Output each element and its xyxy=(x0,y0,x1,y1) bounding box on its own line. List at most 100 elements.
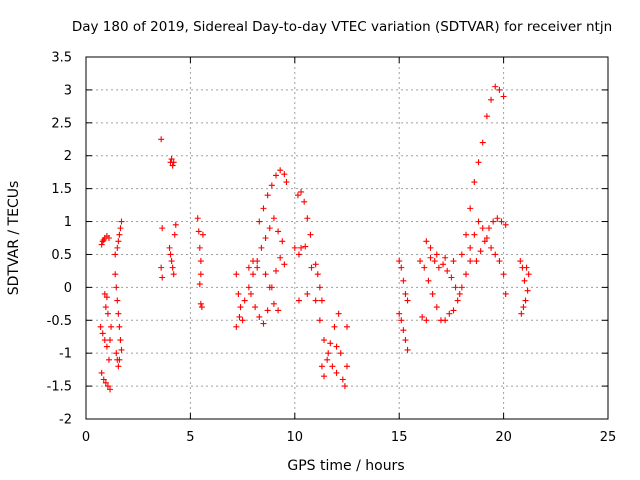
data-point xyxy=(525,271,532,278)
data-point xyxy=(252,304,259,311)
data-point xyxy=(158,136,165,143)
data-point xyxy=(431,258,438,265)
data-point xyxy=(400,327,407,334)
data-point xyxy=(112,251,119,258)
data-point xyxy=(169,264,176,271)
data-point xyxy=(239,317,246,324)
data-point xyxy=(442,254,449,261)
data-point xyxy=(262,271,269,278)
data-point xyxy=(295,297,302,304)
data-point xyxy=(337,350,344,357)
data-point xyxy=(99,238,106,245)
data-point xyxy=(275,307,282,314)
data-point xyxy=(496,258,503,265)
y-tick-label: 2.5 xyxy=(51,116,72,131)
data-point xyxy=(456,290,463,297)
data-point xyxy=(398,264,405,271)
data-point xyxy=(277,254,284,261)
data-point xyxy=(481,238,488,245)
data-point xyxy=(454,297,461,304)
data-point xyxy=(298,244,305,251)
data-point xyxy=(301,198,308,205)
y-tick-label: 3.5 xyxy=(51,51,72,66)
data-point xyxy=(479,225,486,232)
data-point xyxy=(312,261,319,268)
y-tick-label: 3 xyxy=(64,83,72,98)
data-point xyxy=(114,297,121,304)
data-point xyxy=(235,290,242,297)
data-point xyxy=(427,244,434,251)
data-point xyxy=(168,156,175,163)
data-point xyxy=(335,310,342,317)
data-point xyxy=(312,297,319,304)
data-point xyxy=(283,179,290,186)
data-point xyxy=(318,363,325,370)
data-point xyxy=(103,294,110,301)
data-point xyxy=(100,376,107,383)
data-point xyxy=(98,241,105,248)
data-point xyxy=(421,264,428,271)
data-point xyxy=(170,271,177,278)
data-point xyxy=(417,258,424,265)
data-point xyxy=(344,323,350,330)
data-point xyxy=(270,300,277,307)
data-point xyxy=(452,284,459,291)
data-point xyxy=(256,218,263,225)
data-point xyxy=(199,231,206,238)
data-point xyxy=(325,350,332,357)
y-tick-label: 0.5 xyxy=(51,248,72,263)
data-point xyxy=(291,244,298,251)
data-point xyxy=(483,235,490,241)
data-point xyxy=(402,337,409,344)
data-point xyxy=(104,310,111,317)
data-point xyxy=(427,254,434,261)
data-point xyxy=(104,383,111,390)
x-tick-label: 25 xyxy=(600,430,617,445)
data-point xyxy=(281,171,288,178)
data-point xyxy=(273,267,280,274)
data-point xyxy=(197,258,204,265)
data-point xyxy=(250,271,257,278)
data-point xyxy=(517,258,524,265)
data-points xyxy=(97,83,532,393)
y-tick-label: 1 xyxy=(64,215,72,230)
data-point xyxy=(442,317,449,324)
data-point xyxy=(475,159,482,166)
data-point xyxy=(254,264,261,271)
data-point xyxy=(494,215,501,222)
y-tick-label: 0 xyxy=(64,281,72,296)
y-tick-label: -0.5 xyxy=(47,314,72,329)
data-point xyxy=(396,258,403,265)
data-point xyxy=(115,310,122,317)
data-point xyxy=(273,172,280,179)
data-point xyxy=(166,244,173,251)
data-point xyxy=(396,310,403,317)
data-point xyxy=(316,284,323,291)
data-point xyxy=(101,337,108,344)
data-point xyxy=(112,271,119,278)
data-point xyxy=(400,277,407,284)
data-point xyxy=(479,139,486,146)
data-point xyxy=(440,261,447,268)
data-point xyxy=(198,304,205,311)
x-tick-label: 5 xyxy=(186,430,194,445)
data-point xyxy=(333,343,340,350)
data-point xyxy=(116,231,123,238)
x-tick-label: 20 xyxy=(495,430,512,445)
data-point xyxy=(502,290,509,297)
data-point xyxy=(117,337,124,344)
data-point xyxy=(245,284,252,291)
data-point xyxy=(321,337,328,344)
data-point xyxy=(233,323,240,330)
data-point xyxy=(498,218,505,225)
data-point xyxy=(433,304,440,311)
data-point xyxy=(247,290,254,297)
data-point xyxy=(318,297,325,304)
data-point xyxy=(196,281,203,288)
data-point xyxy=(492,83,499,90)
data-point xyxy=(502,221,509,228)
data-point xyxy=(107,337,114,344)
data-point xyxy=(522,297,529,304)
data-point xyxy=(158,264,165,271)
data-point xyxy=(324,356,331,363)
